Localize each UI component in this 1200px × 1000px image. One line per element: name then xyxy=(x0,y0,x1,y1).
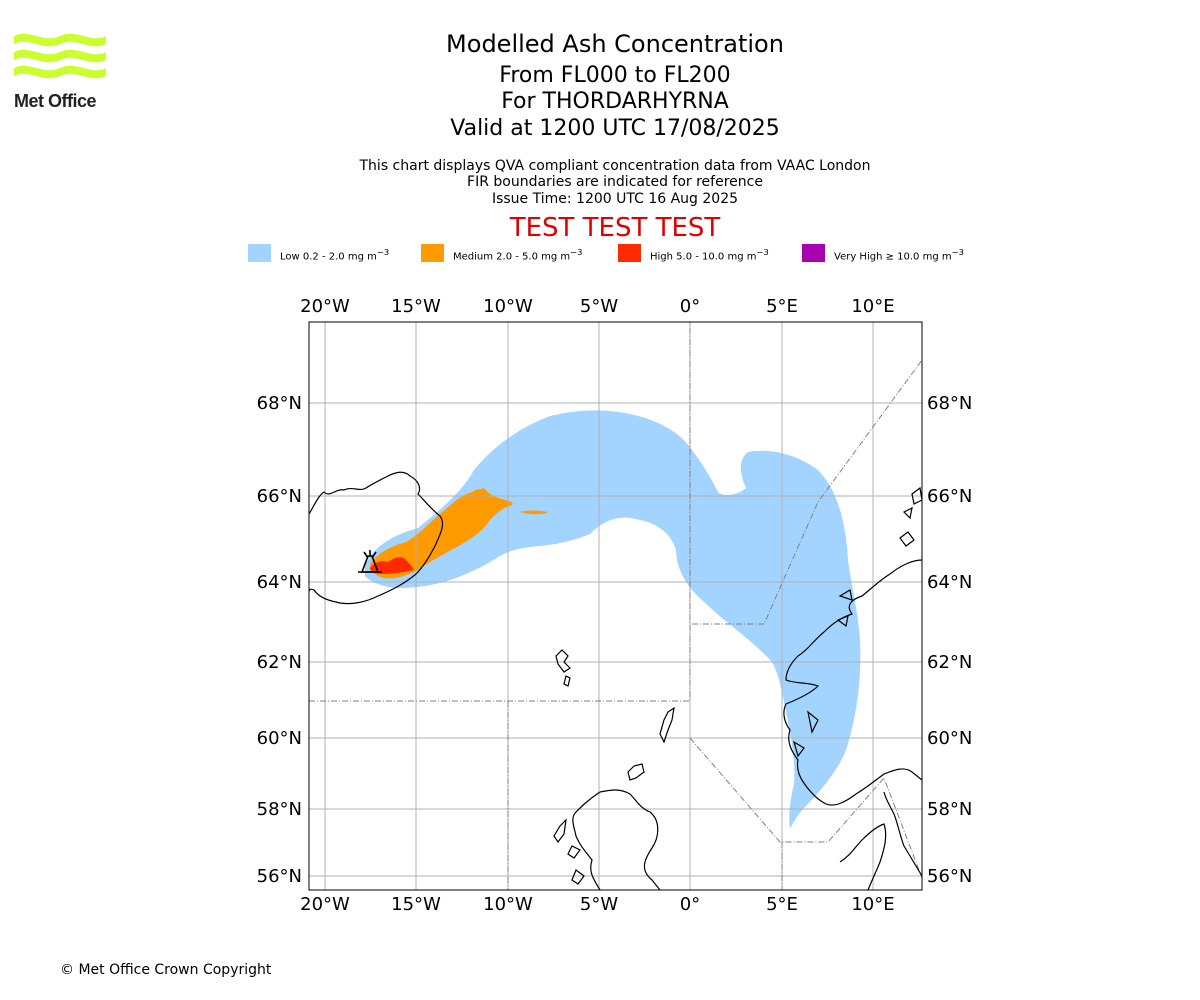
scotland-coast xyxy=(553,789,661,890)
ash-area-medium-patch xyxy=(520,510,548,515)
lon-label-bottom: 5°W xyxy=(580,894,618,915)
lon-label-top: 10°W xyxy=(483,296,533,317)
iceland-coast xyxy=(309,471,444,605)
lon-label-top: 5°E xyxy=(766,296,798,317)
logo-text: Met Office xyxy=(14,91,97,111)
valid-time: Valid at 1200 UTC 17/08/2025 xyxy=(450,116,780,141)
norway-coast xyxy=(783,559,922,806)
shetland xyxy=(659,706,675,744)
chart-title: Modelled Ash Concentration xyxy=(446,30,784,58)
lat-label-left: 64°N xyxy=(257,572,302,593)
legend-swatch-medium xyxy=(421,244,444,262)
sweden-coast xyxy=(883,791,922,877)
map-frame xyxy=(308,321,923,891)
lon-label-bottom: 15°W xyxy=(391,894,441,915)
lon-label-top: 15°W xyxy=(391,296,441,317)
lat-label-right: 58°N xyxy=(927,799,972,820)
legend-unit-exponent: −3 xyxy=(376,247,390,257)
lat-label-left: 68°N xyxy=(257,393,302,414)
fir-note: FIR boundaries are indicated for referen… xyxy=(467,174,763,190)
lat-label-right: 64°N xyxy=(927,572,972,593)
coastlines xyxy=(309,471,922,890)
test-banner: TEST TEST TEST xyxy=(509,213,721,243)
copyright-notice: © Met Office Crown Copyright xyxy=(60,962,272,978)
lat-label-left: 62°N xyxy=(257,652,302,673)
lat-label-left: 58°N xyxy=(257,799,302,820)
legend-swatch-low xyxy=(248,244,271,262)
legend-label-low: Low 0.2 - 2.0 mg m xyxy=(280,251,377,263)
lat-label-left: 60°N xyxy=(257,728,302,749)
lat-label-right: 60°N xyxy=(927,728,972,749)
denmark-coast xyxy=(839,823,887,890)
lon-label-top: 20°W xyxy=(300,296,350,317)
legend-label-medium: Medium 2.0 - 5.0 mg m xyxy=(453,251,571,263)
description-line: This chart displays QVA compliant concen… xyxy=(359,158,871,174)
ash-area-medium xyxy=(370,488,513,579)
lon-label-top: 5°W xyxy=(580,296,618,317)
met-office-logo: Met Office xyxy=(14,30,114,114)
lon-label-bottom: 10°W xyxy=(483,894,533,915)
lon-label-bottom: 20°W xyxy=(300,894,350,915)
volcano-name: For THORDARHYRNA xyxy=(501,89,729,114)
lat-label-right: 62°N xyxy=(927,652,972,673)
lon-label-top: 10°E xyxy=(851,296,894,317)
lat-label-right: 66°N xyxy=(927,486,972,507)
lon-label-bottom: 0° xyxy=(680,894,700,915)
legend-unit-exponent: −3 xyxy=(570,247,583,257)
faroe-islands xyxy=(555,649,571,673)
lat-label-left: 66°N xyxy=(257,486,302,507)
legend-label-high: High 5.0 - 10.0 mg m xyxy=(650,251,757,263)
issue-time: Issue Time: 1200 UTC 16 Aug 2025 xyxy=(491,191,739,207)
legend-unit-exponent: −3 xyxy=(756,247,769,257)
flight-level-range: From FL000 to FL200 xyxy=(499,63,731,88)
legend-label-very-high: Very High ≥ 10.0 mg m xyxy=(834,251,952,263)
legend-unit-exponent: −3 xyxy=(951,247,964,257)
legend-swatch-high xyxy=(618,244,641,262)
lat-label-right: 68°N xyxy=(927,393,972,414)
lon-label-bottom: 10°E xyxy=(851,894,894,915)
lat-label-left: 56°N xyxy=(257,866,302,887)
lat-label-right: 56°N xyxy=(927,866,972,887)
met-office-waves-icon xyxy=(14,33,106,79)
fir-boundaries xyxy=(309,322,922,890)
ash-area-low xyxy=(365,410,861,828)
volcano-icon xyxy=(358,550,382,573)
lon-label-top: 0° xyxy=(680,296,700,317)
legend-swatch-very-high xyxy=(802,244,825,262)
ash-area-high xyxy=(370,557,414,574)
lon-label-bottom: 5°E xyxy=(766,894,798,915)
